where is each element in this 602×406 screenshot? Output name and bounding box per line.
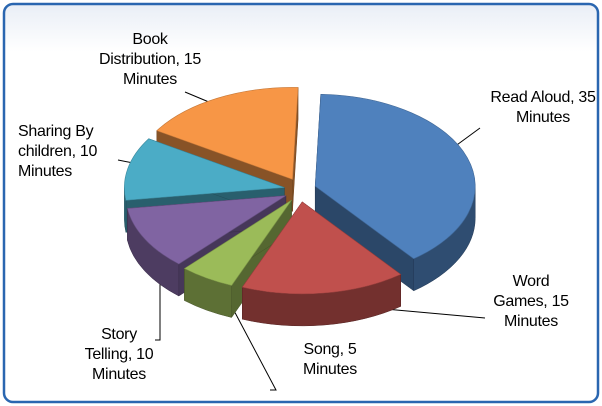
data-label: Song, 5 Minutes [303, 341, 357, 378]
data-label: Book Distribution, 15 Minutes [99, 31, 201, 88]
slice-top [183, 199, 292, 286]
slice [241, 201, 402, 327]
data-label: Sharing By children, 10 Minutes [18, 123, 98, 180]
data-label: Read Aloud, 35 Minutes [490, 89, 596, 126]
slice-top [314, 94, 476, 260]
pie [124, 87, 476, 327]
slice [314, 94, 476, 292]
data-label: Story Telling, 10 Minutes [84, 326, 154, 383]
slice-top [127, 195, 287, 265]
slice-top [241, 201, 402, 295]
slice-top [124, 138, 285, 201]
slice-top [156, 87, 299, 180]
leader-line [221, 287, 277, 391]
data-label: Word Games, 15 Minutes [493, 273, 569, 330]
